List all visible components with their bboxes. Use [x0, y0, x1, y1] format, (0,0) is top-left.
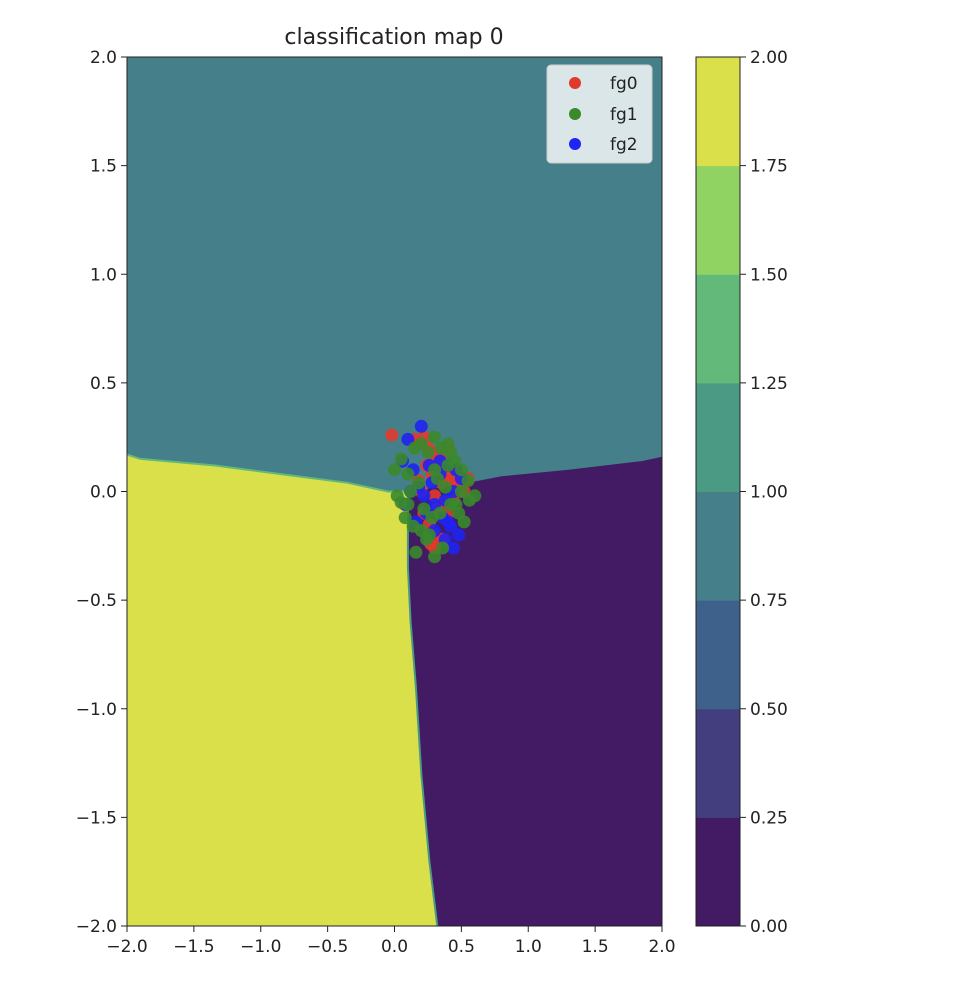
colorbar-tick-label: 1.50 — [750, 265, 788, 285]
y-tick-label: 2.0 — [90, 48, 117, 68]
x-tick-label: −0.5 — [307, 937, 348, 957]
colorbar-tick-label: 1.00 — [750, 483, 788, 503]
y-tick-label: 1.5 — [90, 157, 117, 177]
point-fg1 — [421, 445, 435, 459]
colorbar-tick-label: 1.75 — [750, 157, 788, 177]
y-tick-label: 0.5 — [90, 374, 117, 394]
colorbar-tick-label: 0.75 — [750, 591, 788, 611]
colorbar-band — [696, 274, 740, 384]
point-fg1 — [404, 485, 418, 498]
colorbar-tick-label: 0.00 — [750, 917, 788, 937]
x-tick-label: 1.0 — [515, 937, 542, 957]
colorbar-band — [696, 57, 740, 167]
point-fg1 — [457, 515, 471, 529]
y-tick-label: −0.5 — [76, 591, 117, 611]
x-tick-label: −1.5 — [173, 937, 214, 957]
point-fg1 — [401, 467, 415, 481]
y-tick-label: −1.5 — [76, 808, 117, 828]
point-fg1 — [454, 485, 468, 498]
legend-label-fg0: fg0 — [610, 74, 638, 94]
point-fg0 — [385, 428, 399, 442]
colorbar: 2.00 1.75 1.50 1.25 1.00 0.75 0.50 0.25 0.00 — [695, 48, 788, 937]
point-fg1 — [444, 445, 458, 459]
x-tick-label: 0.0 — [381, 937, 408, 957]
colorbar-tick-label: 0.25 — [750, 808, 788, 828]
y-tick-label: 0.0 — [90, 483, 117, 503]
colorbar-tick-label: 2.00 — [750, 48, 788, 68]
point-fg1 — [438, 480, 452, 494]
point-fg1 — [449, 498, 463, 511]
colorbar-tick-label: 1.25 — [750, 374, 788, 394]
point-fg1 — [436, 541, 450, 555]
x-tick-label: 0.5 — [448, 937, 475, 957]
x-tick-label: −2.0 — [106, 937, 147, 957]
point-fg1 — [462, 493, 476, 507]
legend-label-fg2: fg2 — [610, 135, 638, 155]
point-fg1 — [433, 506, 447, 520]
point-fg1 — [441, 458, 455, 472]
x-tick-label: −1.0 — [240, 937, 281, 957]
point-fg1 — [428, 463, 442, 477]
legend: fg0 fg1 fg2 — [546, 64, 653, 164]
plot-area — [127, 57, 662, 926]
point-fg2 — [446, 541, 460, 555]
point-fg1 — [428, 430, 442, 444]
y-axis: 2.0 1.5 1.0 0.5 0.0 −0.5 −1.0 −1.5 −2.0 — [76, 48, 127, 937]
point-fg1 — [394, 452, 408, 466]
x-axis: −2.0 −1.5 −1.0 −0.5 0.0 0.5 1.0 1.5 2.0 — [106, 926, 676, 957]
point-fg1 — [409, 545, 423, 559]
point-fg1 — [390, 489, 404, 503]
chart-title: classification map 0 — [284, 25, 503, 50]
scatter-points — [385, 419, 482, 564]
point-fg2 — [441, 515, 455, 529]
x-tick-label: 1.5 — [582, 937, 609, 957]
legend-swatch-fg2 — [569, 138, 581, 150]
x-tick-label: 2.0 — [648, 937, 675, 957]
region-lower-left — [127, 454, 438, 926]
point-fg2 — [414, 419, 428, 433]
colorbar-band — [696, 491, 740, 601]
legend-label-fg1: fg1 — [610, 105, 638, 125]
point-fg1 — [461, 474, 475, 488]
colorbar-band — [696, 600, 740, 710]
y-tick-label: 1.0 — [90, 265, 117, 285]
y-tick-label: −1.0 — [76, 700, 117, 720]
colorbar-band — [696, 382, 740, 492]
point-fg1 — [398, 511, 412, 525]
point-fg1 — [388, 463, 401, 477]
point-fg2 — [417, 489, 431, 503]
colorbar-band — [696, 817, 740, 927]
decision-regions — [127, 57, 662, 926]
legend-swatch-fg1 — [569, 108, 581, 120]
boundary-line-left — [127, 453, 408, 493]
colorbar-band — [696, 165, 740, 275]
point-fg1 — [412, 476, 426, 490]
point-fg1 — [417, 502, 431, 516]
legend-swatch-fg0 — [569, 77, 581, 89]
point-fg2 — [452, 528, 466, 542]
point-fg1 — [420, 532, 434, 546]
point-fg1 — [401, 498, 415, 511]
colorbar-tick-label: 0.50 — [750, 700, 788, 720]
point-fg1 — [428, 550, 442, 564]
y-tick-label: −2.0 — [76, 917, 117, 937]
region-lower-right — [407, 456, 662, 926]
point-fg1 — [454, 463, 468, 477]
boundary-line-lower — [406, 491, 439, 926]
colorbar-band — [696, 708, 740, 818]
